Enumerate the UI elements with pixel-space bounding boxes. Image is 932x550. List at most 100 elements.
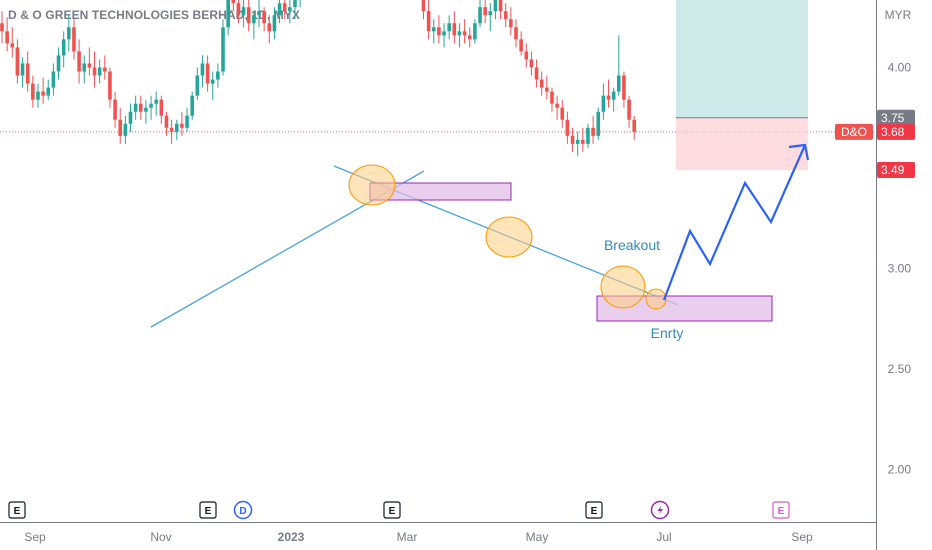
candle-body bbox=[442, 31, 446, 36]
candle-body bbox=[293, 0, 297, 8]
projection-path[interactable] bbox=[662, 144, 807, 301]
candle-body bbox=[478, 7, 482, 24]
candle-body bbox=[87, 63, 92, 68]
breakout-annotation[interactable]: Breakout bbox=[604, 237, 660, 253]
candle bbox=[282, 0, 287, 20]
candle bbox=[272, 7, 277, 40]
dividend-event-label: D bbox=[239, 506, 246, 517]
candle-body bbox=[545, 87, 549, 92]
earnings-event-marker[interactable] bbox=[8, 501, 26, 519]
candle-body bbox=[149, 103, 153, 108]
candle bbox=[46, 79, 51, 100]
candle bbox=[195, 67, 200, 100]
candle bbox=[252, 11, 256, 40]
candle-body bbox=[180, 123, 184, 128]
candle bbox=[478, 0, 482, 28]
highlight-circle[interactable] bbox=[485, 216, 533, 258]
earnings-event-label: E bbox=[389, 506, 396, 517]
candle bbox=[77, 39, 81, 84]
candle bbox=[185, 107, 189, 132]
candle bbox=[550, 87, 554, 112]
candle bbox=[164, 111, 169, 136]
candle bbox=[72, 19, 76, 60]
candle bbox=[210, 71, 215, 100]
candle-body bbox=[421, 0, 426, 12]
entry-annotation[interactable]: Enrty bbox=[651, 325, 684, 341]
candle bbox=[267, 15, 272, 44]
earnings-event-marker[interactable] bbox=[199, 501, 217, 519]
demand-zone[interactable] bbox=[596, 295, 773, 322]
candle-body bbox=[15, 47, 20, 76]
earnings-event-marker[interactable] bbox=[585, 501, 603, 519]
candle-body bbox=[10, 43, 15, 48]
highlight-circle[interactable] bbox=[600, 265, 646, 309]
candle-body bbox=[20, 63, 25, 76]
highlight-circle[interactable] bbox=[348, 164, 396, 206]
position-target-zone[interactable] bbox=[676, 0, 808, 118]
candle-body bbox=[210, 79, 215, 84]
candle bbox=[596, 107, 601, 140]
candle bbox=[421, 0, 426, 20]
candle-body bbox=[431, 27, 436, 32]
candle bbox=[61, 31, 66, 68]
x-tick-label: Mar bbox=[397, 530, 418, 544]
candle-body bbox=[483, 7, 487, 16]
candle bbox=[103, 55, 107, 80]
candle-body bbox=[164, 115, 169, 128]
candle-body bbox=[174, 123, 179, 132]
candle-body bbox=[118, 119, 123, 136]
candle bbox=[108, 67, 112, 108]
candle-body bbox=[282, 3, 287, 12]
candle bbox=[514, 19, 518, 48]
candle bbox=[128, 103, 133, 132]
candle-body bbox=[627, 99, 631, 120]
x-tick-label: 2023 bbox=[278, 530, 305, 544]
candle-body bbox=[51, 71, 56, 88]
candle bbox=[15, 39, 20, 84]
candle-body bbox=[575, 139, 580, 144]
y-tick-label: 2.00 bbox=[888, 463, 912, 477]
candle-body bbox=[437, 27, 441, 36]
drawing-layer bbox=[0, 0, 876, 328]
candle bbox=[627, 95, 631, 128]
candle-body bbox=[41, 91, 45, 96]
candle bbox=[133, 95, 138, 120]
candle bbox=[601, 83, 606, 120]
candle-body bbox=[509, 19, 513, 28]
candle bbox=[67, 15, 71, 52]
position-stop-zone[interactable] bbox=[676, 117, 808, 171]
candle bbox=[503, 3, 508, 28]
x-tick-label: May bbox=[526, 530, 549, 544]
candle bbox=[493, 0, 498, 20]
candle bbox=[488, 3, 493, 32]
dividend-event-marker[interactable] bbox=[233, 500, 253, 520]
y-tick-label: 2.50 bbox=[888, 362, 912, 376]
candle bbox=[534, 59, 539, 88]
candle bbox=[473, 19, 477, 44]
candle bbox=[118, 107, 123, 144]
candle bbox=[246, 0, 251, 32]
candle-body bbox=[539, 79, 544, 88]
highlight-circle[interactable] bbox=[645, 288, 667, 310]
candle bbox=[529, 51, 534, 76]
candle-body bbox=[591, 127, 595, 136]
x-tick-label: Sep bbox=[791, 530, 813, 544]
lightning-icon bbox=[657, 505, 663, 515]
candle-body bbox=[519, 39, 523, 52]
candle-body bbox=[534, 67, 539, 80]
candle bbox=[190, 91, 194, 120]
candle bbox=[452, 11, 457, 44]
candle bbox=[277, 0, 282, 24]
candle-body bbox=[190, 95, 194, 116]
candle-body bbox=[581, 139, 585, 144]
candle-body bbox=[72, 27, 76, 52]
earnings-event-marker[interactable] bbox=[383, 501, 401, 519]
candle bbox=[299, 0, 301, 8]
candle-body bbox=[622, 75, 626, 100]
candle-body bbox=[216, 71, 220, 80]
candle bbox=[545, 75, 549, 100]
candle-body bbox=[632, 119, 637, 132]
earnings-event-marker[interactable] bbox=[772, 501, 790, 519]
